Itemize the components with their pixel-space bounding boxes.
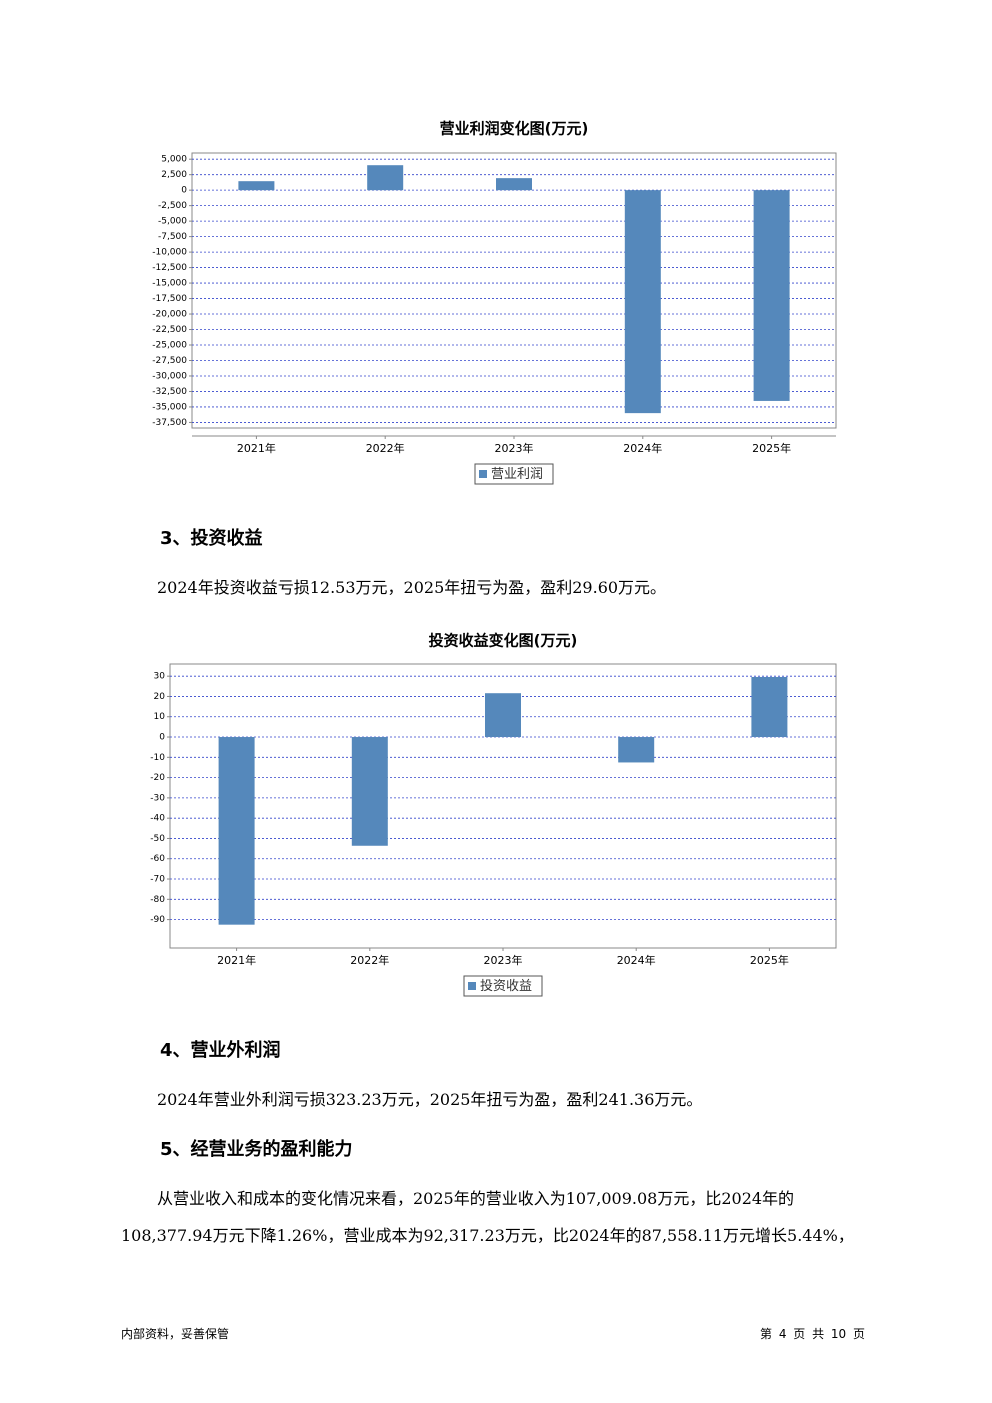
- y-tick-label: -27,500: [152, 356, 187, 366]
- y-tick-label: -10,000: [152, 248, 187, 258]
- y-tick-label: 5,000: [161, 155, 187, 165]
- y-tick-label: -30: [150, 793, 165, 803]
- heading: 4、营业外利润: [160, 1040, 281, 1061]
- y-tick-label: -40: [150, 814, 165, 824]
- legend-box: [474, 463, 554, 485]
- y-tick-label: -20: [150, 773, 165, 783]
- x-tick-label: 2022年: [366, 441, 405, 455]
- y-tick-label: -15,000: [152, 279, 187, 289]
- heading: 3、投资收益: [160, 528, 263, 549]
- y-tick-label: -5,000: [158, 217, 187, 227]
- bar: [618, 737, 655, 763]
- legend-swatch: [468, 982, 476, 990]
- y-tick-label: -30,000: [152, 371, 187, 381]
- footer-right: 第 4 页 共 10 页: [760, 1327, 865, 1341]
- bar: [753, 190, 790, 401]
- bar: [751, 676, 788, 738]
- x-tick-label: 2023年: [484, 953, 523, 967]
- paragraph: 2024年营业外利润亏损323.23万元，2025年扭亏为盈，盈利241.36万…: [157, 1090, 703, 1109]
- chart-title: 营业利润变化图(万元): [440, 120, 589, 138]
- x-tick-label: 2025年: [750, 953, 789, 967]
- y-tick-label: 0: [181, 186, 187, 196]
- y-tick-label: -20,000: [152, 310, 187, 320]
- bar: [624, 190, 661, 414]
- bar: [367, 165, 404, 191]
- y-tick-label: -70: [150, 875, 165, 885]
- y-tick-label: 30: [154, 672, 166, 682]
- y-tick-label: -17,500: [152, 294, 187, 304]
- x-tick-label: 2024年: [623, 441, 662, 455]
- y-tick-label: -22,500: [152, 325, 187, 335]
- x-tick-label: 2021年: [237, 441, 276, 455]
- y-tick-label: -35,000: [152, 402, 187, 412]
- bar: [238, 181, 275, 191]
- bar: [218, 737, 255, 925]
- paragraph: 从营业收入和成本的变化情况来看，2025年的营业收入为107,009.08万元，…: [157, 1189, 795, 1208]
- legend-box: [463, 975, 543, 997]
- chart: 投资收益变化图(万元) 30 20 10 0 -10 -20 -30 -40 -50 -60 -70 -…: [150, 632, 837, 997]
- legend-label: 营业利润: [491, 467, 543, 482]
- bar: [496, 178, 532, 191]
- paragraph: 108,377.94万元下降1.26%，营业成本为92,317.23万元，比20…: [121, 1226, 854, 1245]
- x-tick-label: 2021年: [217, 953, 256, 967]
- y-tick-label: -10: [150, 753, 165, 763]
- plot-area: [191, 152, 837, 429]
- x-tick-label: 2025年: [752, 441, 791, 455]
- y-tick-label: -2,500: [158, 201, 187, 211]
- heading: 5、经营业务的盈利能力: [160, 1139, 353, 1160]
- y-tick-label: -80: [150, 895, 165, 905]
- y-tick-label: 20: [154, 692, 166, 702]
- x-tick-label: 2023年: [495, 441, 534, 455]
- y-tick-label: 0: [159, 733, 165, 743]
- x-tick-label: 2022年: [350, 953, 389, 967]
- y-tick-label: -32,500: [152, 387, 187, 397]
- y-tick-label: -90: [150, 915, 165, 925]
- y-tick-label: -25,000: [152, 341, 187, 351]
- y-tick-label: -60: [150, 854, 165, 864]
- y-tick-label: -50: [150, 834, 165, 844]
- legend-label: 投资收益: [480, 978, 532, 994]
- footer-left: 内部资料，妥善保管: [121, 1327, 230, 1341]
- legend-swatch: [479, 470, 487, 478]
- y-tick-label: 2,500: [161, 170, 187, 180]
- y-tick-label: -12,500: [152, 263, 187, 273]
- chart: 营业利润变化图(万元) 5,000 2,500 0 -2,500 -5,000 -7,500…: [152, 120, 837, 485]
- chart-title: 投资收益变化图(万元): [429, 632, 578, 650]
- y-tick-label: -7,500: [158, 232, 187, 242]
- bar: [351, 737, 388, 846]
- x-tick-label: 2024年: [617, 953, 656, 967]
- bar: [485, 693, 521, 738]
- y-tick-label: -37,500: [152, 418, 187, 428]
- y-tick-label: 10: [154, 712, 166, 722]
- paragraph: 2024年投资收益亏损12.53万元，2025年扭亏为盈，盈利29.60万元。: [157, 578, 667, 597]
